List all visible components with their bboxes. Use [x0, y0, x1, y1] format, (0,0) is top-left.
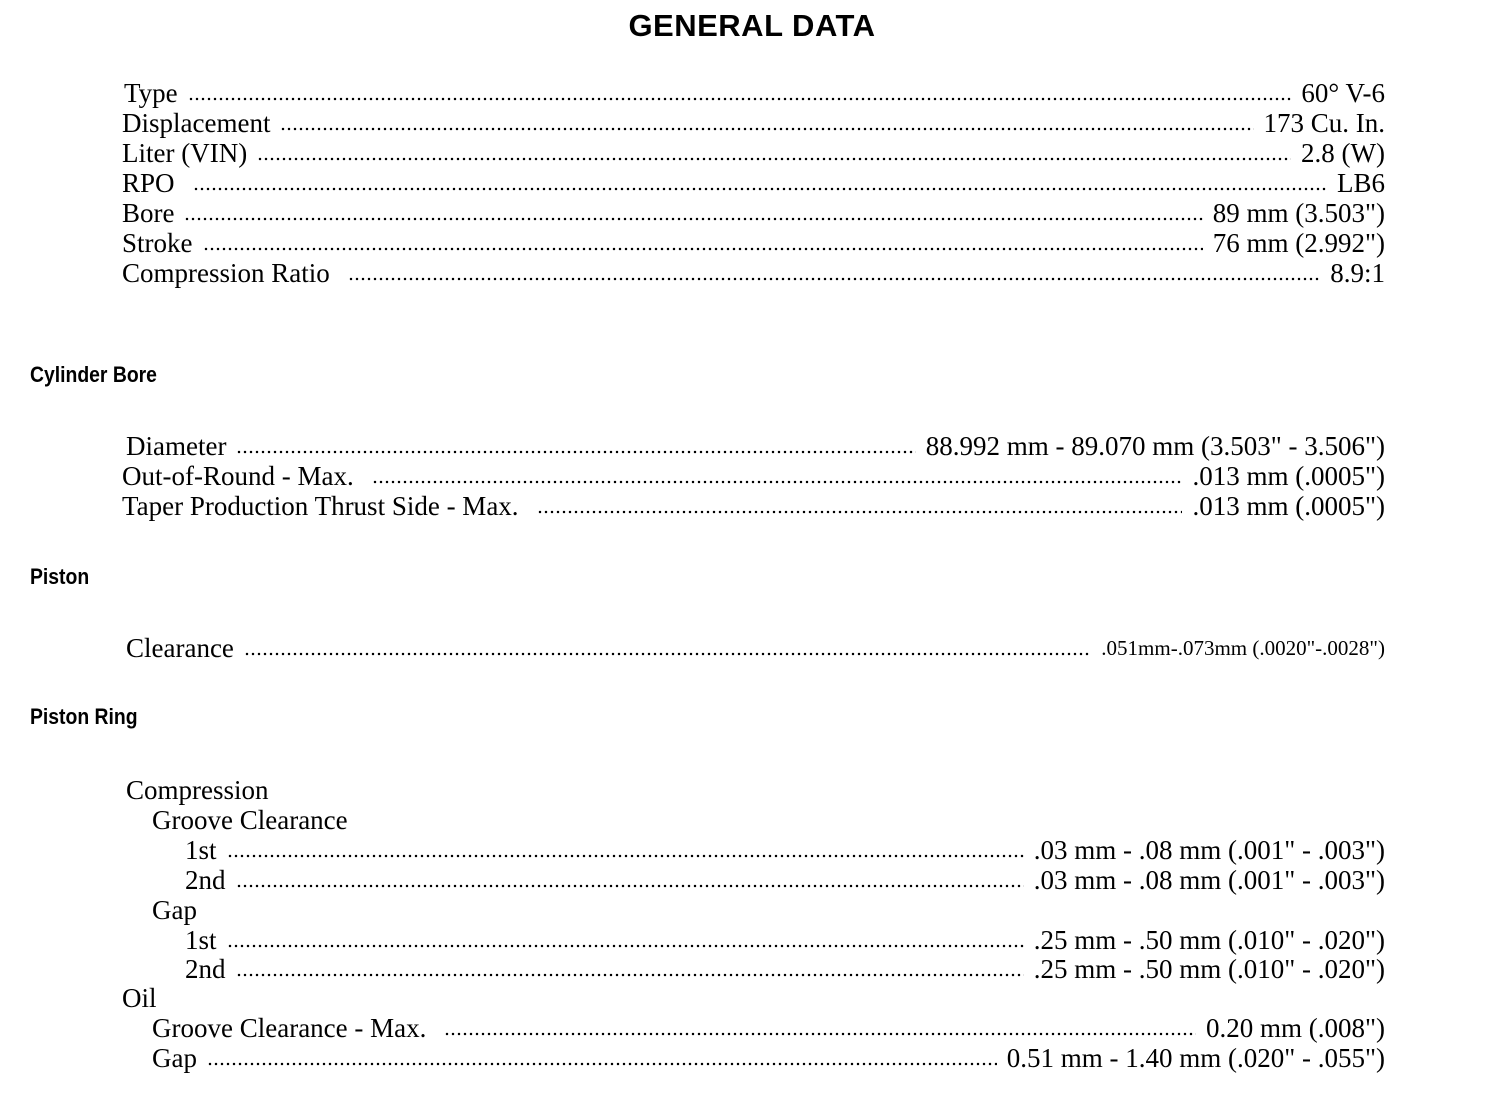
spec-row-diameter: Diameter 88.992 mm - 89.070 mm (3.503" - … [126, 431, 1385, 461]
dot-leader [184, 217, 1203, 221]
spec-value: 0.51 mm - 1.40 mm (.020" - .055") [1006, 1043, 1385, 1073]
section-heading-piston-ring: Piston Ring [30, 704, 138, 729]
spec-row-type: Type 60° V-6 [124, 78, 1385, 108]
dot-leader [243, 652, 1092, 656]
dot-leader [236, 450, 916, 454]
spec-value: 60° V-6 [1301, 78, 1385, 108]
dot-leader [536, 510, 1183, 514]
spec-row-out-of-round: Out-of-Round - Max. .013 mm (.0005") [122, 461, 1385, 491]
spec-label: 1st [185, 925, 217, 955]
spec-row-displacement: Displacement 173 Cu. In. [122, 108, 1385, 138]
spec-value: LB6 [1336, 168, 1385, 198]
spec-label: Compression Ratio [122, 258, 330, 288]
dot-leader [347, 277, 1321, 281]
spec-value: 173 Cu. In. [1263, 108, 1386, 138]
spec-value: 88.992 mm - 89.070 mm (3.503" - 3.506") [925, 431, 1385, 461]
spec-row-clearance: Clearance .051mm-.073mm (.0020"-.0028") [126, 633, 1385, 663]
spec-value: 8.9:1 [1330, 258, 1385, 288]
spec-label: 2nd [185, 954, 226, 984]
spec-value: .25 mm - .50 mm (.010" - .020") [1033, 954, 1385, 984]
spec-row-rpo: RPO LB6 [122, 168, 1385, 198]
spec-row-compression-ratio: Compression Ratio 8.9:1 [122, 258, 1385, 288]
spec-row-gap-1st: 1st .25 mm - .50 mm (.010" - .020") [185, 925, 1385, 955]
spec-row-gap-2nd: 2nd .25 mm - .50 mm (.010" - .020") [185, 954, 1385, 984]
dot-leader [192, 187, 1327, 191]
spec-value: 2.8 (W) [1301, 138, 1385, 168]
dot-leader [206, 1062, 997, 1066]
subheading-oil: Oil [122, 983, 157, 1013]
dot-leader [257, 157, 1292, 161]
spec-label: Liter (VIN) [122, 138, 248, 168]
spec-value: 0.20 mm (.008") [1205, 1013, 1385, 1043]
spec-value: .03 mm - .08 mm (.001" - .003") [1033, 835, 1385, 865]
dot-leader [280, 127, 1254, 131]
spec-row-bore: Bore 89 mm (3.503") [122, 198, 1385, 228]
section-heading-piston: Piston [30, 564, 90, 589]
section-heading-cylinder-bore: Cylinder Bore [30, 362, 157, 387]
dot-leader [444, 1032, 1196, 1036]
spec-value: .013 mm (.0005") [1192, 461, 1385, 491]
dot-leader [226, 854, 1024, 858]
spec-value: .25 mm - .50 mm (.010" - .020") [1033, 925, 1385, 955]
spec-value: .051mm-.073mm (.0020"-.0028") [1101, 636, 1385, 660]
dot-leader [235, 884, 1024, 888]
dot-leader [371, 480, 1183, 484]
subheading-groove-clearance: Groove Clearance [152, 805, 348, 835]
spec-value: 89 mm (3.503") [1212, 198, 1385, 228]
spec-row-liter: Liter (VIN) 2.8 (W) [122, 138, 1385, 168]
spec-label: Groove Clearance - Max. [152, 1013, 427, 1043]
spec-label: Bore [122, 198, 175, 228]
spec-label: Type [124, 78, 178, 108]
dot-leader [226, 944, 1024, 948]
dot-leader [187, 97, 1292, 101]
spec-row-groove-1st: 1st .03 mm - .08 mm (.001" - .003") [185, 835, 1385, 865]
spec-value: .03 mm - .08 mm (.001" - .003") [1033, 865, 1385, 895]
spec-label: Diameter [126, 431, 227, 461]
spec-label: Stroke [122, 228, 193, 258]
page-title: GENERAL DATA [628, 8, 876, 43]
spec-label: Clearance [126, 633, 234, 663]
spec-row-stroke: Stroke 76 mm (2.992") [122, 228, 1385, 258]
subheading-compression: Compression [126, 775, 269, 805]
spec-label: Taper Production Thrust Side - Max. [122, 491, 519, 521]
subheading-gap: Gap [152, 895, 197, 925]
dot-leader [202, 247, 1203, 251]
spec-row-taper: Taper Production Thrust Side - Max. .013 … [122, 491, 1385, 521]
dot-leader [235, 973, 1024, 977]
spec-label: Displacement [122, 108, 271, 138]
spec-row-groove-2nd: 2nd .03 mm - .08 mm (.001" - .003") [185, 865, 1385, 895]
spec-label: RPO [122, 168, 175, 198]
spec-label: 2nd [185, 865, 226, 895]
spec-row-oil-gap: Gap 0.51 mm - 1.40 mm (.020" - .055") [152, 1043, 1385, 1073]
spec-label: 1st [185, 835, 217, 865]
spec-value: .013 mm (.0005") [1192, 491, 1385, 521]
spec-label: Out-of-Round - Max. [122, 461, 354, 491]
spec-row-oil-groove: Groove Clearance - Max. 0.20 mm (.008") [152, 1013, 1385, 1043]
spec-label: Gap [152, 1043, 197, 1073]
spec-value: 76 mm (2.992") [1212, 228, 1385, 258]
